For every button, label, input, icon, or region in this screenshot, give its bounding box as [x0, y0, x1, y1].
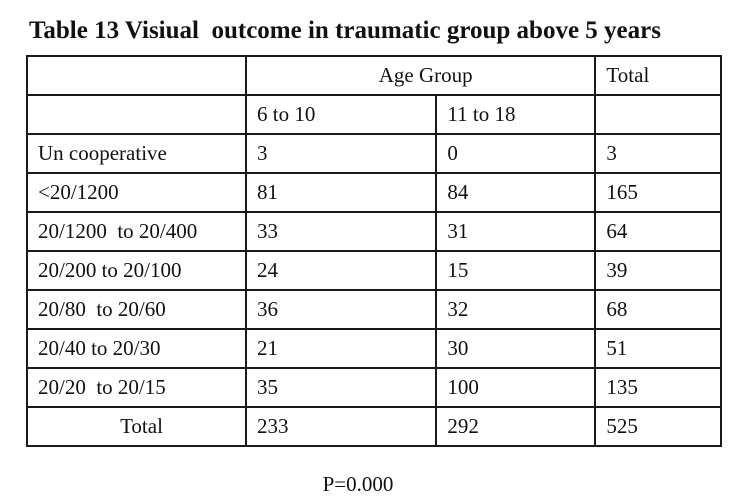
empty-header-cell — [26, 55, 247, 96]
cell-11-to-18: 100 — [435, 367, 597, 408]
cell-total: 51 — [594, 328, 722, 369]
cell-11-to-18: 84 — [435, 172, 597, 213]
table-row: <20/1200 81 84 165 — [26, 172, 722, 213]
cell-total: 3 — [594, 133, 722, 174]
cell-11-to-18: 15 — [435, 250, 597, 291]
age-11-to-18-header: 11 to 18 — [435, 94, 597, 135]
total-row: Total 233 292 525 — [26, 406, 722, 447]
visual-outcome-table: Age Group Total 6 to 10 11 to 18 Un coop… — [26, 55, 722, 447]
subheader-row: 6 to 10 11 to 18 — [26, 94, 722, 135]
table-row: Un cooperative 3 0 3 — [26, 133, 722, 174]
header-row: Age Group Total — [26, 55, 722, 96]
p-value-footnote: P=0.000 — [322, 472, 394, 496]
row-label: 20/80 to 20/60 — [26, 289, 247, 330]
table-row: 20/40 to 20/30 21 30 51 — [26, 328, 722, 369]
row-label: 20/40 to 20/30 — [26, 328, 247, 369]
cell-total: 165 — [594, 172, 722, 213]
age-6-to-10-header: 6 to 10 — [244, 94, 438, 135]
table-row: 20/200 to 20/100 24 15 39 — [26, 250, 722, 291]
row-label: <20/1200 — [26, 172, 247, 213]
cell-6-to-10: 21 — [244, 328, 438, 369]
empty-subheader-cell — [26, 94, 247, 135]
total-row-label: Total — [26, 406, 247, 447]
cell-6-to-10: 36 — [244, 289, 438, 330]
cell-11-to-18: 32 — [435, 289, 597, 330]
cell-6-to-10: 33 — [244, 211, 438, 252]
empty-total-subheader-cell — [594, 94, 722, 135]
cell-total: 68 — [594, 289, 722, 330]
cell-total: 39 — [594, 250, 722, 291]
total-header: Total — [594, 55, 722, 96]
cell-6-to-10: 24 — [244, 250, 438, 291]
age-group-header: Age Group — [244, 55, 597, 96]
row-label: 20/200 to 20/100 — [26, 250, 247, 291]
row-label: 20/1200 to 20/400 — [26, 211, 247, 252]
row-label: 20/20 to 20/15 — [26, 367, 247, 408]
total-6-to-10: 233 — [244, 406, 438, 447]
cell-11-to-18: 30 — [435, 328, 597, 369]
total-11-to-18: 292 — [435, 406, 597, 447]
cell-6-to-10: 81 — [244, 172, 438, 213]
cell-total: 135 — [594, 367, 722, 408]
cell-6-to-10: 35 — [244, 367, 438, 408]
cell-total: 64 — [594, 211, 722, 252]
table-row: 20/20 to 20/15 35 100 135 — [26, 367, 722, 408]
table-row: 20/1200 to 20/400 33 31 64 — [26, 211, 722, 252]
row-label: Un cooperative — [26, 133, 247, 174]
grand-total: 525 — [594, 406, 722, 447]
cell-11-to-18: 0 — [435, 133, 597, 174]
cell-11-to-18: 31 — [435, 211, 597, 252]
table-title: Table 13 Visiual outcome in traumatic gr… — [29, 17, 661, 44]
cell-6-to-10: 3 — [244, 133, 438, 174]
table-row: 20/80 to 20/60 36 32 68 — [26, 289, 722, 330]
